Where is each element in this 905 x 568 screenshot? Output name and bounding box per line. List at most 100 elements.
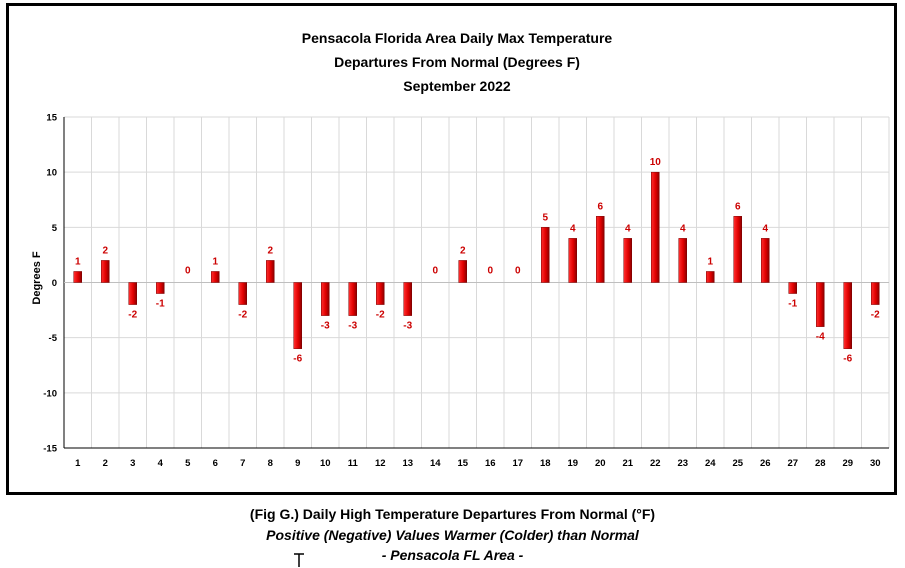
bar	[623, 238, 632, 283]
x-tick-label: 21	[622, 458, 633, 469]
bars	[73, 171, 880, 349]
data-label: 0	[487, 266, 493, 277]
x-tick-label: 29	[842, 458, 853, 469]
data-label: 6	[735, 201, 741, 212]
data-label: 4	[762, 223, 768, 234]
y-tick-label: 5	[52, 223, 58, 234]
x-tick-label: 7	[240, 458, 245, 469]
bar	[706, 271, 715, 283]
x-tick-label: 18	[540, 458, 551, 469]
bar	[156, 282, 165, 294]
x-tick-label: 4	[158, 458, 164, 469]
x-tick-label: 26	[760, 458, 771, 469]
x-tick-label: 22	[650, 458, 661, 469]
x-tick-label: 5	[185, 458, 191, 469]
axes	[63, 117, 889, 449]
chart-title-line: September 2022	[403, 78, 511, 94]
x-tick-label: 9	[295, 458, 300, 469]
data-label: -3	[348, 321, 357, 332]
x-tick-label: 12	[375, 458, 386, 469]
data-label: -3	[403, 321, 412, 332]
bar	[293, 282, 302, 349]
x-tick-label: 17	[512, 458, 523, 469]
bar	[458, 260, 467, 283]
data-label: -6	[293, 354, 302, 365]
x-tick-label: 3	[130, 458, 135, 469]
figure-caption-location: - Pensacola FL Area -	[381, 547, 524, 563]
x-tick-label: 20	[595, 458, 606, 469]
figure-caption-subtitle: Positive (Negative) Values Warmer (Colde…	[266, 527, 639, 543]
data-label: -4	[816, 332, 825, 343]
data-label: 4	[570, 223, 576, 234]
y-tick-label: -10	[43, 388, 57, 399]
bar	[788, 282, 797, 294]
x-tick-label: 13	[402, 458, 413, 469]
bar	[651, 171, 660, 283]
data-label: 4	[625, 223, 631, 234]
x-tick-label: 1	[75, 458, 81, 469]
data-label: 0	[515, 266, 521, 277]
x-tick-label: 11	[348, 458, 359, 469]
x-tick-label: 19	[567, 458, 578, 469]
data-label: 1	[212, 256, 218, 267]
bar	[211, 271, 220, 283]
chart-svg: Pensacola Florida Area Daily Max Tempera…	[31, 30, 890, 470]
data-label: -6	[843, 354, 852, 365]
bar	[266, 260, 275, 283]
chart-title: Pensacola Florida Area Daily Max Tempera…	[302, 30, 613, 94]
text-cursor-icon	[294, 553, 304, 567]
bar	[733, 216, 742, 283]
data-label: -1	[788, 299, 797, 310]
data-label: 10	[650, 157, 662, 168]
y-axis-label: Degrees F	[31, 251, 43, 304]
x-tick-label: 23	[677, 458, 688, 469]
bar	[541, 227, 550, 283]
x-tick-label: 24	[705, 458, 716, 469]
chart-title-line: Pensacola Florida Area Daily Max Tempera…	[302, 30, 613, 46]
data-label: 0	[185, 266, 191, 277]
data-label: 4	[680, 223, 686, 234]
bar	[843, 282, 852, 349]
y-tick-label: -5	[49, 333, 58, 344]
bar	[238, 282, 247, 305]
bar	[128, 282, 137, 305]
x-tick-label: 6	[213, 458, 218, 469]
bar	[403, 282, 412, 316]
bar	[568, 238, 577, 283]
data-label: -2	[238, 310, 247, 321]
x-tick-label: 14	[430, 458, 441, 469]
data-label: 0	[432, 266, 438, 277]
data-label: 2	[102, 245, 108, 256]
y-tick-label: 10	[46, 168, 57, 179]
bar	[761, 238, 770, 283]
data-labels: 1 2 -2 -1 0 1 -2 2 -6 -3 -3 -2 -3 0 2 0 0 5 4 6 4 10 4 1 6 4 -1 -4 -…	[75, 157, 880, 365]
bar	[73, 271, 82, 283]
y-tick-label: 15	[46, 113, 57, 124]
bar	[101, 260, 110, 283]
bar	[678, 238, 687, 283]
x-tick-label: 30	[870, 458, 881, 469]
data-label: 2	[460, 245, 466, 256]
x-tick-label: 28	[815, 458, 826, 469]
y-tick-label: -15	[43, 444, 57, 455]
data-label: 2	[267, 245, 273, 256]
bar	[871, 282, 880, 305]
data-label: 6	[597, 201, 603, 212]
bar	[348, 282, 357, 316]
x-tick-label: 15	[457, 458, 468, 469]
data-label: 1	[707, 256, 713, 267]
bar	[376, 282, 385, 305]
chart-title-line: Departures From Normal (Degrees F)	[334, 54, 580, 70]
x-tick-label: 8	[268, 458, 273, 469]
data-label: -2	[128, 310, 137, 321]
data-label: 5	[542, 212, 548, 223]
x-tick-label: 27	[787, 458, 798, 469]
x-tick-label: 25	[732, 458, 743, 469]
bar	[321, 282, 330, 316]
data-label: -1	[156, 299, 165, 310]
data-label: -2	[871, 310, 880, 321]
bar	[816, 282, 825, 327]
x-tick-label: 10	[320, 458, 331, 469]
data-label: -2	[376, 310, 385, 321]
